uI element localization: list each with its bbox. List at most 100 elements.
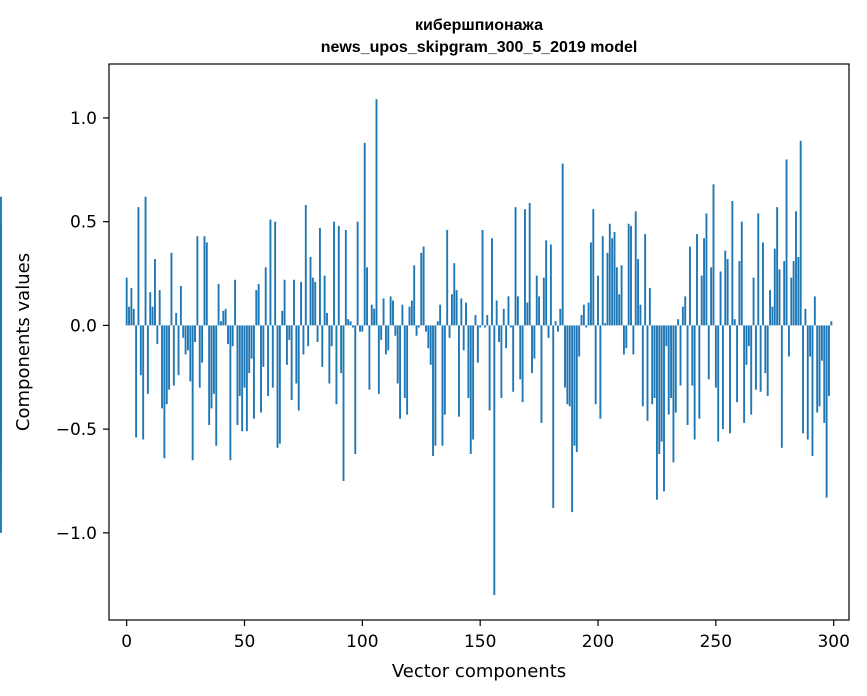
bar [792,261,795,326]
bar [137,207,140,326]
bar [571,325,574,513]
bar [773,248,776,326]
bar [719,271,722,326]
bar [316,325,319,342]
bar [613,232,616,326]
bar [260,325,262,413]
bar [307,325,310,347]
bar [220,321,222,326]
bar [264,267,267,326]
bar [269,219,272,326]
bar [276,325,279,448]
bar [175,312,178,326]
bar [394,325,397,336]
bar [540,325,543,423]
bar [415,325,418,336]
x-axis-label: Vector components [392,661,566,682]
bar [351,325,354,328]
bar [585,325,588,328]
bar [182,325,185,338]
bar [658,325,661,455]
bar [368,325,371,390]
bar [245,325,248,432]
bar [377,325,380,394]
bar [184,325,187,355]
bar [321,325,324,367]
bar [189,325,192,382]
bar [417,325,420,328]
bar [406,325,409,415]
bar [0,325,2,452]
bar [766,325,769,396]
bar [795,211,797,326]
x-tick-label: 200 [582,632,614,652]
bar [639,304,642,326]
bar [210,325,213,409]
bar [526,302,529,326]
bar [0,225,2,326]
bar [366,267,368,326]
bar [559,308,562,326]
bar [703,238,706,326]
bar [721,325,724,430]
bar [785,159,788,326]
bar [825,325,828,498]
bar [290,325,293,401]
bar [630,225,632,326]
bar [436,321,439,326]
bar [670,325,673,399]
bar [146,325,149,394]
bar [545,240,548,326]
bar [156,325,159,345]
bar [830,321,833,326]
bar [252,325,255,419]
bar [762,242,764,326]
bar [714,325,717,388]
bar [712,184,715,326]
bar [747,325,750,347]
bar [302,325,305,355]
bar [759,325,762,392]
bar [191,325,194,461]
bar [283,279,286,326]
bar [705,213,708,326]
bar [738,261,741,326]
bar [335,325,338,405]
bar [342,325,345,481]
bar [505,325,508,349]
bar [542,277,545,326]
x-axis-ticks: 0 50 100 150 200 250 300 [121,620,850,652]
bar [384,325,387,355]
bar [698,325,701,419]
plot-area-frame [108,63,850,621]
bar [231,325,234,347]
bar [509,325,512,328]
bar [627,223,630,326]
bar [427,325,430,349]
chart-title: кибершпионажа [415,17,543,34]
bar [710,267,713,326]
bar [373,308,376,326]
bar [771,306,774,326]
bar [241,325,244,432]
bar [665,325,668,347]
bar [521,325,524,403]
bar [790,277,793,326]
bar [163,325,166,459]
bar [262,325,265,367]
bar [516,296,519,326]
bar [828,325,830,396]
bar [488,325,491,411]
y-axis-ticks: −1.0 −0.5 0.0 0.5 1.0 [56,109,109,544]
bar [380,325,383,340]
bar [144,196,147,326]
bar [215,325,218,446]
bar [458,325,460,417]
bar [205,242,208,326]
bar [691,325,694,386]
bar [349,321,352,326]
y-tick-label: −0.5 [56,420,97,440]
bar [212,325,215,394]
bar [370,304,373,326]
bar [552,325,555,508]
